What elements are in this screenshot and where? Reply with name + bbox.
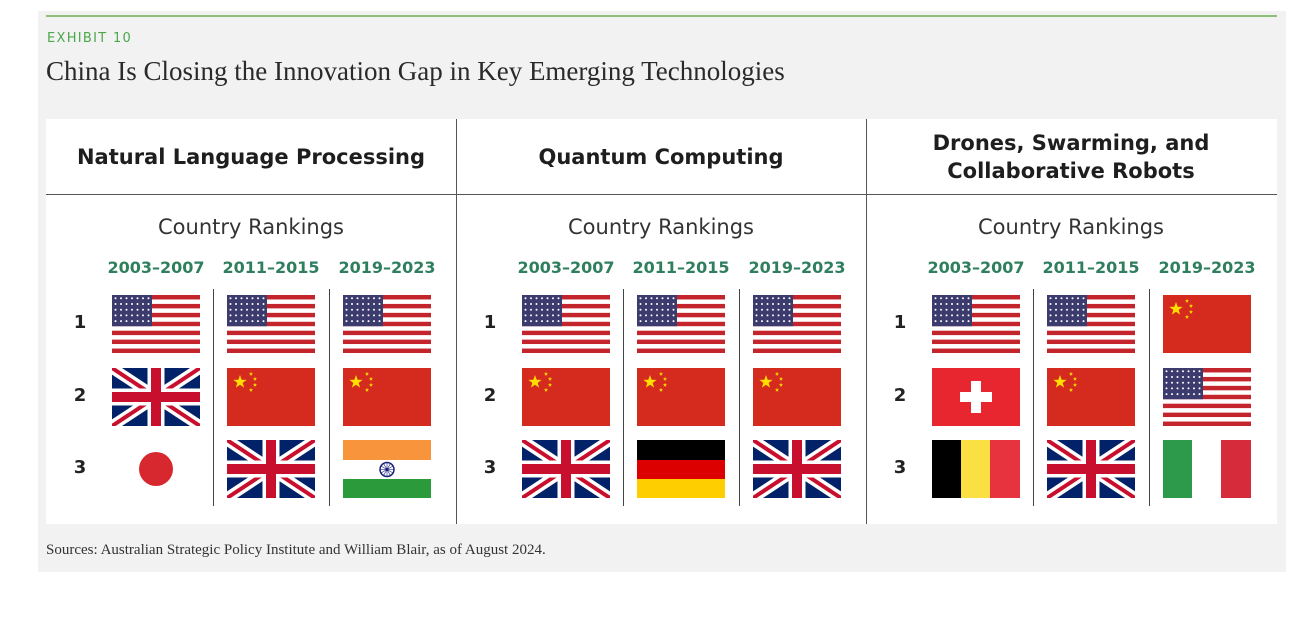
rank-number: 3 (483, 457, 497, 478)
period-header: 2019–2023 (1158, 258, 1256, 277)
flag-united-states-icon (1163, 368, 1251, 426)
panel-subtitle: Country Rankings (568, 215, 754, 239)
flag-united-states-icon (112, 295, 200, 353)
sources-note: Sources: Australian Strategic Policy Ins… (46, 542, 546, 558)
flag-china-icon (522, 368, 610, 426)
flag-belgium-icon (932, 440, 1020, 498)
flag-germany-icon (637, 440, 725, 498)
panel-quantum-computing: Quantum Computing Country Rankings 2003–20… (456, 119, 866, 524)
period-header: 2003–2007 (517, 258, 615, 277)
panel-title: Quantum Computing (538, 144, 784, 169)
flag-india-icon (343, 440, 431, 498)
period-header: 2011–2015 (222, 258, 320, 277)
period-header: 2011–2015 (632, 258, 730, 277)
rank-number: 2 (483, 385, 497, 406)
flag-italy-icon (1163, 440, 1251, 498)
column-separator (739, 289, 740, 506)
flag-united-kingdom-icon (1047, 440, 1135, 498)
period-header: 2019–2023 (748, 258, 846, 277)
flag-united-states-icon (932, 295, 1020, 353)
flag-united-states-icon (343, 295, 431, 353)
column-separator (623, 289, 624, 506)
panel-drones-swarming-robots: Drones, Swarming, and Collaborative Robo… (866, 119, 1276, 524)
rank-number: 2 (73, 385, 87, 406)
flag-china-icon (1047, 368, 1135, 426)
period-header: 2011–2015 (1042, 258, 1140, 277)
flag-china-icon (1163, 295, 1251, 353)
top-rule (46, 15, 1277, 17)
flag-united-states-icon (637, 295, 725, 353)
rank-number: 1 (483, 312, 497, 333)
flag-united-states-icon (227, 295, 315, 353)
flag-united-states-icon (753, 295, 841, 353)
panel-subtitle: Country Rankings (158, 215, 344, 239)
flag-china-icon (637, 368, 725, 426)
exhibit-title: China Is Closing the Innovation Gap in K… (46, 56, 785, 86)
flag-japan-icon (112, 440, 200, 498)
rank-number: 3 (73, 457, 87, 478)
exhibit: EXHIBIT 10 China Is Closing the Innovati… (38, 11, 1286, 572)
panel-subtitle: Country Rankings (978, 215, 1164, 239)
period-header: 2003–2007 (107, 258, 205, 277)
exhibit-label: EXHIBIT 10 (47, 31, 133, 46)
flag-china-icon (753, 368, 841, 426)
column-separator (213, 289, 214, 506)
flag-united-kingdom-icon (227, 440, 315, 498)
flag-united-states-icon (522, 295, 610, 353)
rank-number: 1 (73, 312, 87, 333)
column-separator (1033, 289, 1034, 506)
panel-divider (456, 119, 457, 524)
column-separator (1149, 289, 1150, 506)
flag-united-kingdom-icon (522, 440, 610, 498)
panel-natural-language-processing: Natural Language Processing Country Ranki… (46, 119, 456, 524)
flag-united-kingdom-icon (112, 368, 200, 426)
panel-title: Natural Language Processing (76, 144, 426, 169)
rankings-card: Natural Language Processing Country Ranki… (46, 119, 1277, 524)
panel-divider (866, 119, 867, 524)
flag-china-icon (343, 368, 431, 426)
rank-number: 2 (893, 385, 907, 406)
header-divider (46, 194, 1277, 195)
period-header: 2003–2007 (927, 258, 1025, 277)
panel-title: Drones, Swarming, and Collaborative Robo… (932, 130, 1210, 183)
rank-number: 1 (893, 312, 907, 333)
flag-switzerland-icon (932, 368, 1020, 426)
flag-united-states-icon (1047, 295, 1135, 353)
column-separator (329, 289, 330, 506)
rank-number: 3 (893, 457, 907, 478)
period-header: 2019–2023 (338, 258, 436, 277)
flag-china-icon (227, 368, 315, 426)
flag-united-kingdom-icon (753, 440, 841, 498)
